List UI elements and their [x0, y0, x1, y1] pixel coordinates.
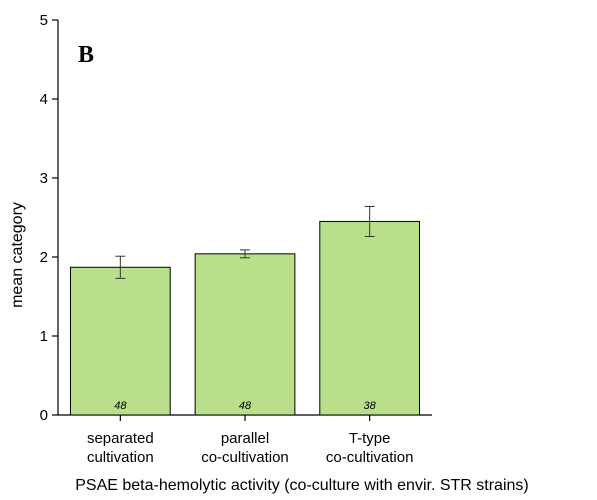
- y-axis-title: mean category: [9, 202, 26, 308]
- y-tick-label: 2: [40, 249, 48, 266]
- category-label: separated: [87, 430, 154, 447]
- category-label: cultivation: [87, 449, 154, 466]
- y-tick-label: 5: [40, 12, 48, 29]
- bar: [69, 266, 171, 416]
- plot-area: 0 1 2 3 4 5 48 separated cultivation 48 parallel co…: [40, 12, 432, 466]
- n-label: 38: [364, 400, 377, 412]
- x-axis-title: PSAE beta-hemolytic activity (co-culture…: [75, 477, 528, 494]
- y-tick-label: 4: [40, 91, 48, 108]
- category-label: co-cultivation: [201, 449, 289, 466]
- category-label: co-cultivation: [326, 449, 414, 466]
- bar: [194, 253, 296, 416]
- y-tick-label: 1: [40, 328, 48, 345]
- y-tick-label: 0: [40, 407, 48, 424]
- panel-label: B: [78, 42, 94, 68]
- n-label: 48: [239, 400, 252, 412]
- category-label: T-type: [349, 430, 391, 447]
- y-tick-label: 3: [40, 170, 48, 187]
- category-label: parallel: [221, 430, 269, 447]
- bar: [319, 220, 421, 416]
- n-label: 48: [114, 400, 127, 412]
